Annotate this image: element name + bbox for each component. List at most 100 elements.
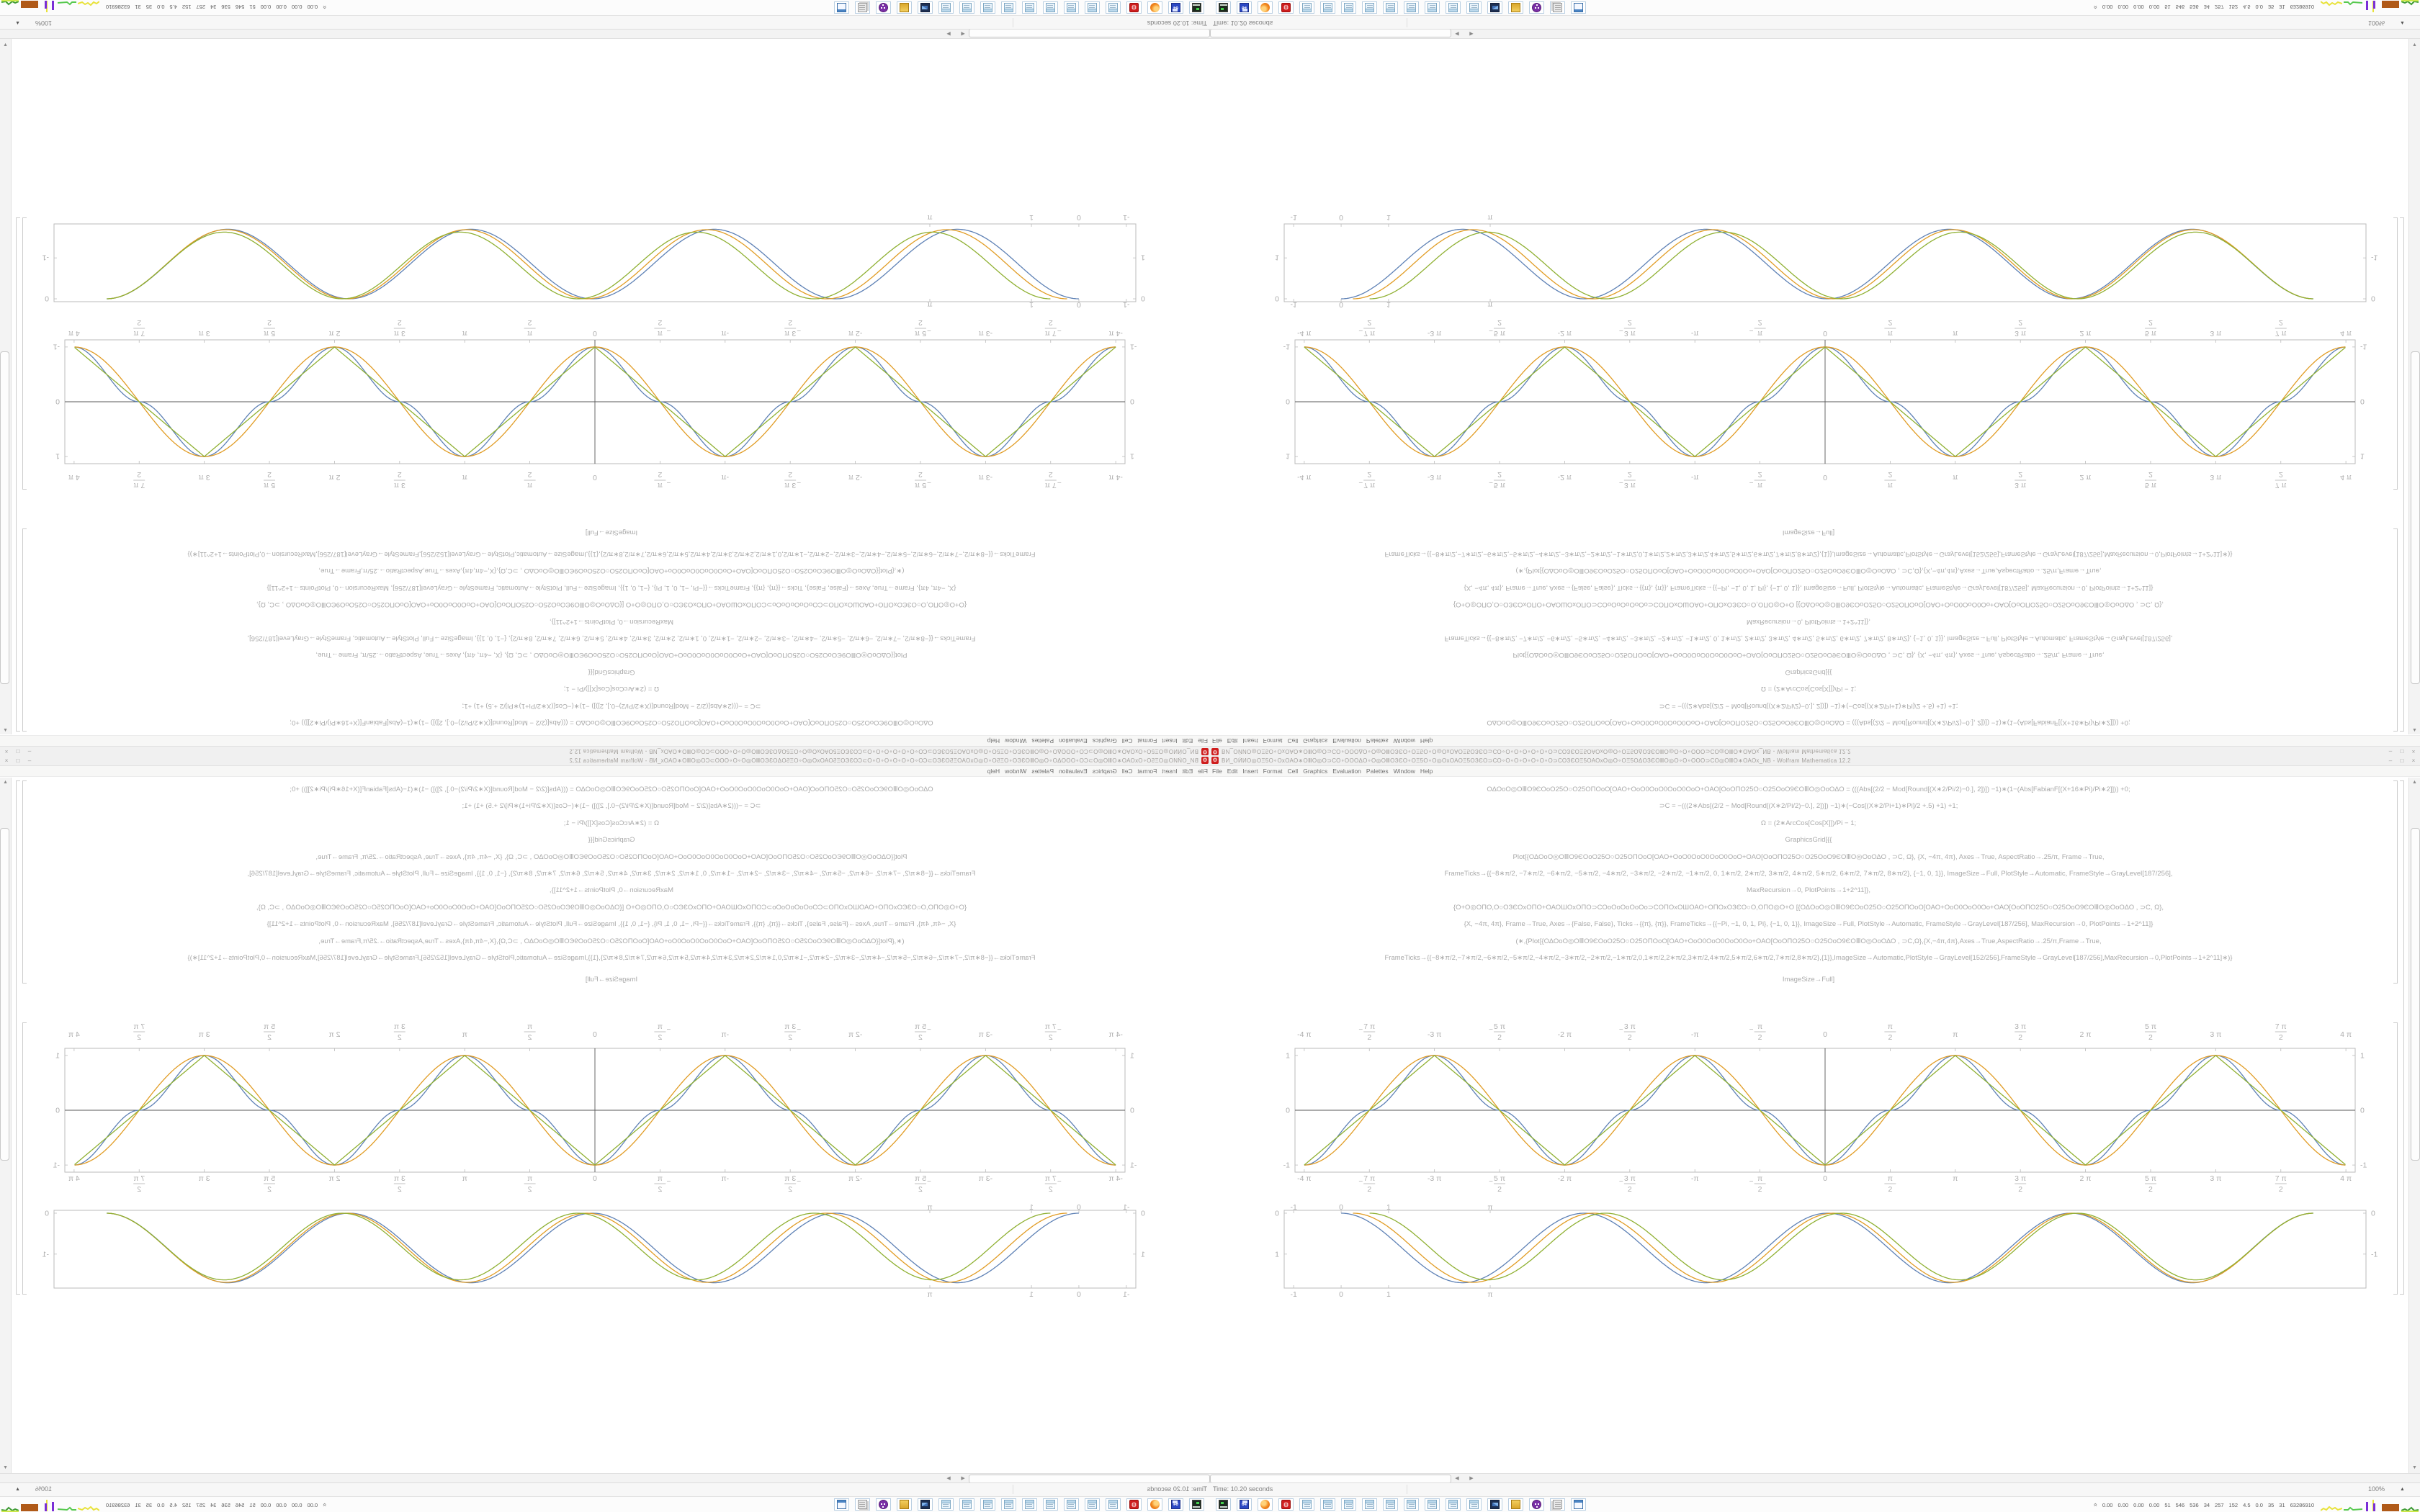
horizontal-scrollbar[interactable]: ◀ ▶ [0,29,1210,39]
code-line-4[interactable]: Plot[{ΟΔΟοΟ◎ΟⅢΟ9ЄΟοΟ25Ο○Ο25ΟΠΟοΟ[ΟΑΟ+ΟοΟ… [315,852,908,861]
io-graph-icon[interactable] [1,0,19,9]
magnification-value[interactable]: 100% [2368,1485,2385,1493]
taskbar-item-notepad[interactable] [1446,1,1461,14]
code-line-3[interactable]: GraphicsGrid[{{ [588,836,635,845]
code-line-11[interactable]: ImageSize→Full] [1782,528,1835,536]
cell-bracket-group[interactable] [16,780,20,1295]
taskbar-item-mediapurple[interactable] [1529,1498,1544,1511]
taskbar-item-notepad[interactable] [1466,1498,1482,1511]
notebook-area[interactable]: ΟΔΟοΟ◎ΟⅢΟ9ЄΟοΟ25Ο○Ο25ΟΠΟοΟ[ΟΑΟ+ΟοΟ0ΟοΟ0Ο… [13,778,1210,1473]
close-button[interactable]: × [2411,757,2416,764]
taskbar-item-firefox[interactable] [1147,1498,1162,1511]
vertical-scrollbar-thumb[interactable] [2411,351,2420,684]
code-line-10[interactable]: FrameTicks→{{−8∗π/2,−7∗π/2,−6∗π/2,−5∗π/2… [1384,550,2233,559]
menu-graphics[interactable]: Graphics [1092,737,1117,744]
cell-bracket-output[interactable] [22,217,27,490]
menu-graphics[interactable]: Graphics [1303,737,1328,744]
taskbar-item-mediapurple[interactable] [876,1498,891,1511]
code-line-5[interactable]: FrameTicks→{{−8∗π/2, −7∗π/2, −6∗π/2, −5∗… [247,869,976,878]
code-line-9[interactable]: (∗,{Plot[{ΟΔΟοΟ◎ΟⅢΟ9ЄΟοΟ25Ο○Ο25ΟΠΟοΟ[ΟΑΟ… [318,937,905,945]
code-line-7[interactable]: {Ο+Ο◎ΟΠΟ,Ο○ΟЗЄΟхΟΠΟ+ΟΑΟШΟхΟΠΟ⊃CΟοΟοΟοΟοΟ… [256,903,967,912]
code-line-5[interactable]: FrameTicks→{{−8∗π/2, −7∗π/2, −6∗π/2, −5∗… [247,634,976,643]
magnification-value[interactable]: 100% [35,1485,52,1493]
tray-monitor-graphs[interactable] [1,1498,99,1512]
cpu-graph-icon[interactable] [2344,1502,2362,1512]
taskbar-item-stack[interactable] [1550,1,1565,14]
menu-window[interactable]: Window [1393,737,1415,744]
cell-bracket-group[interactable] [2400,780,2404,1295]
vertical-scrollbar-thumb[interactable] [2411,828,2420,1161]
taskbar-item-wolfram[interactable]: ⚙ [1126,1,1142,14]
taskbar-item-terminal[interactable] [1216,1498,1231,1511]
io-graph-icon[interactable] [2401,1503,2419,1512]
taskbar-item-screenchart[interactable] [918,1498,933,1511]
scroll-up-icon[interactable]: ▲ [2412,780,2417,785]
menu-help[interactable]: Help [1420,768,1433,775]
horizontal-scrollbar[interactable]: ◀ ▶ [1210,1473,2420,1483]
taskbar-item-terminal[interactable] [1216,1,1231,14]
taskbar-item-notepad[interactable] [1106,1498,1121,1511]
menu-palettes[interactable]: Palettes [1366,737,1389,744]
taskbar-item-stack[interactable] [855,1498,870,1511]
taskbar-item-notepad[interactable] [980,1498,995,1511]
taskbar-item-notepad[interactable] [1404,1498,1419,1511]
close-button[interactable]: × [4,748,9,755]
net-graph-icon[interactable] [2321,1502,2342,1512]
magnification-value[interactable]: 100% [2368,19,2385,27]
tray-chevron-icon[interactable]: « [321,1503,328,1507]
menu-format[interactable]: Format [1137,737,1157,744]
taskbar-item-notepad[interactable] [1106,1,1121,14]
code-line-1[interactable]: ⊃C = −(((2∗Abs[(2/2 − Mod[Round[(X∗2/Pi/… [462,701,761,710]
taskbar-item-notepad[interactable] [1022,1,1037,14]
scroll-left-icon[interactable]: ◀ [1455,1476,1459,1481]
code-line-2[interactable]: Ω = (2∗ArcCos[Cos[X]])/Pi − 1; [563,685,660,693]
code-line-6[interactable]: MaxRecursion→0, PlotPoints→1+2^11]}, [1747,617,1870,626]
restore-button[interactable]: □ [16,748,20,755]
taskbar-item-notepad[interactable] [959,1,974,14]
input-cell-code[interactable]: ΟΔΟοΟ◎ΟⅢΟ9ЄΟοΟ25Ο○Ο25ΟΠΟοΟ[ΟΑΟ+ΟοΟ0ΟοΟ0Ο… [1210,781,2407,989]
taskbar-item-notepad[interactable] [1064,1498,1079,1511]
code-line-4[interactable]: Plot[{ΟΔΟοΟ◎ΟⅢΟ9ЄΟοΟ25Ο○Ο25ΟΠΟοΟ[ΟΑΟ+ΟοΟ… [1512,852,2105,861]
taskbar-item-folder[interactable] [1508,1,1523,14]
window-title-bar[interactable]: ⚙ ВИ_ОЍИО◎ОΞ5О∘ОхОАО∗ОⅢО◎О⊃СО∘ОΟОΔО∘О◎ОⅢ… [0,746,1210,756]
taskbar-item-notepad[interactable] [938,1498,954,1511]
taskbar-item-floppy64[interactable]: 64 [1237,1,1252,14]
taskbar-item-screenchart[interactable] [1487,1498,1502,1511]
cell-bracket-output[interactable] [2393,217,2398,490]
taskbar-item-notepad[interactable] [1446,1498,1461,1511]
menu-cell[interactable]: Cell [1287,737,1299,744]
code-line-2[interactable]: Ω = (2∗ArcCos[Cos[X]])/Pi − 1; [1760,819,1857,827]
cell-bracket-group[interactable] [16,217,20,732]
horizontal-scrollbar[interactable]: ◀ ▶ [0,1473,1210,1483]
code-line-7[interactable]: {Ο+Ο◎ΟΠΟ,Ο○ΟЗЄΟхΟΠΟ+ΟΑΟШΟхΟΠΟ⊃CΟοΟοΟοΟοΟ… [256,600,967,609]
taskbar-item-notepad[interactable] [1425,1,1440,14]
close-button[interactable]: × [2411,748,2416,755]
taskbar-item-notepad[interactable] [1085,1498,1100,1511]
taskbar-item-window[interactable] [834,1,849,14]
code-line-5[interactable]: FrameTicks→{{−8∗π/2, −7∗π/2, −6∗π/2, −5∗… [1444,869,2173,878]
magnification-dropdown-icon[interactable]: ▲ [2400,1487,2405,1492]
menu-help[interactable]: Help [1420,737,1433,744]
taskbar-item-wolfram[interactable]: ⚙ [1126,1498,1142,1511]
code-line-0[interactable]: ΟΔΟοΟ◎ΟⅢΟ9ЄΟοΟ25Ο○Ο25ΟΠΟοΟ[ΟΑΟ+ΟοΟ0ΟοΟ0Ο… [1487,719,2130,726]
io-graph-icon[interactable] [2401,0,2419,9]
restore-button[interactable]: □ [16,757,20,764]
vertical-scrollbar[interactable]: ▲ ▼ [0,778,12,1473]
menu-evaluation[interactable]: Evaluation [1059,768,1088,775]
taskbar-item-notepad[interactable] [1341,1498,1356,1511]
taskbar-item-floppy64[interactable]: 64 [1168,1,1183,14]
menu-help[interactable]: Help [987,768,1000,775]
cell-bracket-output[interactable] [22,1022,27,1295]
taskbar-item-floppy64[interactable]: 64 [1168,1498,1183,1511]
taskbar-item-notepad[interactable] [1320,1498,1335,1511]
code-line-8[interactable]: {X, −4π, 4π}, Frame→True, Axes→{False, F… [266,583,956,592]
menu-format[interactable]: Format [1263,737,1283,744]
taskbar-item-notepad[interactable] [959,1498,974,1511]
menu-evaluation[interactable]: Evaluation [1059,737,1088,744]
menu-graphics[interactable]: Graphics [1092,768,1117,775]
code-line-4[interactable]: Plot[{ΟΔΟοΟ◎ΟⅢΟ9ЄΟοΟ25Ο○Ο25ΟΠΟοΟ[ΟΑΟ+ΟοΟ… [1512,651,2105,660]
notebook-area[interactable]: ΟΔΟοΟ◎ΟⅢΟ9ЄΟοΟ25Ο○Ο25ΟΠΟοΟ[ΟΑΟ+ΟοΟ0ΟοΟ0Ο… [1210,39,2407,734]
code-line-6[interactable]: MaxRecursion→0, PlotPoints→1+2^11]}, [550,886,673,895]
cpu-graph-icon[interactable] [2344,0,2362,10]
taskbar-item-notepad[interactable] [1383,1,1398,14]
